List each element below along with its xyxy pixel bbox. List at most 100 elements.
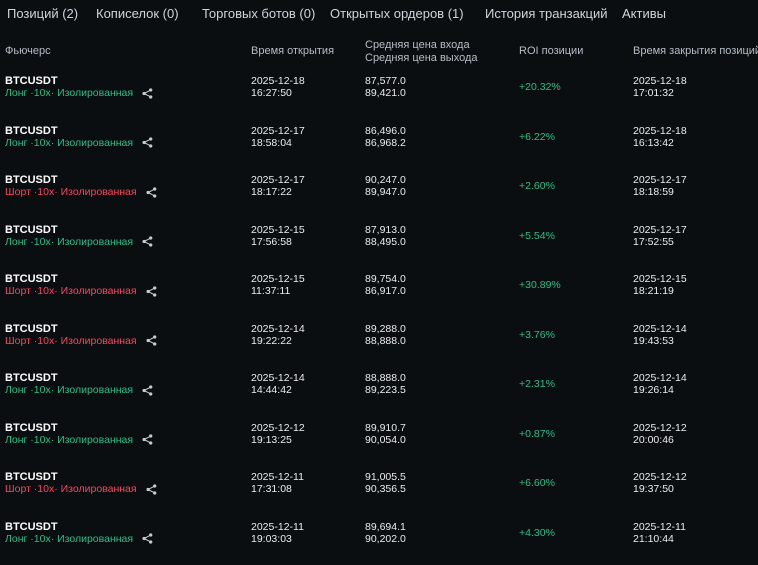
close-time: 18:18:59: [633, 186, 687, 198]
roi-value: +20.32%: [519, 81, 561, 93]
exit-price: 89,421.0: [365, 87, 406, 99]
entry-price: 87,913.0: [365, 224, 406, 236]
close-date: 2025-12-17: [633, 174, 687, 186]
close-time: 21:10:44: [633, 533, 686, 545]
position-type: Лонг ·10x· Изолированная: [5, 434, 133, 446]
tab-positions[interactable]: Позиций (2): [7, 6, 78, 21]
position-type: Лонг ·10x· Изолированная: [5, 87, 133, 99]
share-icon[interactable]: [142, 385, 153, 396]
header-entry-price: Средняя цена входа: [365, 39, 477, 52]
exit-price: 90,356.5: [365, 483, 406, 495]
share-icon[interactable]: [146, 286, 157, 297]
open-date: 2025-12-14: [251, 372, 305, 384]
symbol: BTCUSDT: [5, 125, 153, 137]
open-time: 19:03:03: [251, 533, 304, 545]
position-meta: Шорт ·10x· Изолированная: [5, 483, 157, 495]
share-icon[interactable]: [142, 88, 153, 99]
exit-price: 86,968.2: [365, 137, 406, 149]
tab-open-orders[interactable]: Открытых ордеров (1): [330, 6, 464, 21]
share-icon[interactable]: [146, 187, 157, 198]
share-icon[interactable]: [142, 533, 153, 544]
share-icon[interactable]: [142, 137, 153, 148]
close-date: 2025-12-14: [633, 372, 687, 384]
close-time: 17:01:32: [633, 87, 687, 99]
symbol: BTCUSDT: [5, 323, 157, 335]
position-type: Шорт ·10x· Изолированная: [5, 285, 137, 297]
roi-value: +6.22%: [519, 131, 555, 143]
header-prices: Средняя цена входа Средняя цена выхода: [365, 39, 477, 65]
open-date: 2025-12-11: [251, 471, 304, 483]
position-type: Лонг ·10x· Изолированная: [5, 137, 133, 149]
position-type: Лонг ·10x· Изолированная: [5, 236, 133, 248]
open-time: 17:31:08: [251, 483, 304, 495]
share-icon[interactable]: [146, 335, 157, 346]
close-date: 2025-12-17: [633, 224, 687, 236]
open-time: 19:22:22: [251, 335, 305, 347]
header-close-time: Время закрытия позиций: [633, 45, 758, 57]
close-time: 16:13:42: [633, 137, 687, 149]
open-time: 14:44:42: [251, 384, 305, 396]
tab-copy-trades[interactable]: Кописелок (0): [96, 6, 179, 21]
open-time: 17:56:58: [251, 236, 305, 248]
open-time: 11:37:11: [251, 285, 305, 297]
roi-value: +6.60%: [519, 477, 555, 489]
tab-trading-bots[interactable]: Торговых ботов (0): [202, 6, 315, 21]
entry-price: 89,288.0: [365, 323, 406, 335]
roi-value: +30.89%: [519, 279, 561, 291]
share-icon[interactable]: [142, 236, 153, 247]
share-icon[interactable]: [142, 434, 153, 445]
open-date: 2025-12-12: [251, 422, 305, 434]
close-date: 2025-12-14: [633, 323, 687, 335]
close-time: 18:21:19: [633, 285, 687, 297]
position-meta: Шорт ·10x· Изолированная: [5, 285, 157, 297]
symbol: BTCUSDT: [5, 75, 153, 87]
symbol: BTCUSDT: [5, 224, 153, 236]
roi-value: +3.76%: [519, 329, 555, 341]
exit-price: 90,202.0: [365, 533, 406, 545]
share-icon[interactable]: [146, 484, 157, 495]
entry-price: 90,247.0: [365, 174, 406, 186]
roi-value: +5.54%: [519, 230, 555, 242]
tab-transaction-history[interactable]: История транзакций: [485, 6, 607, 21]
close-date: 2025-12-11: [633, 521, 686, 533]
entry-price: 89,754.0: [365, 273, 406, 285]
position-type: Шорт ·10x· Изолированная: [5, 483, 137, 495]
tab-assets[interactable]: Активы: [622, 6, 666, 21]
close-time: 19:43:53: [633, 335, 687, 347]
close-time: 20:00:46: [633, 434, 687, 446]
header-futures: Фьючерс: [5, 45, 51, 57]
